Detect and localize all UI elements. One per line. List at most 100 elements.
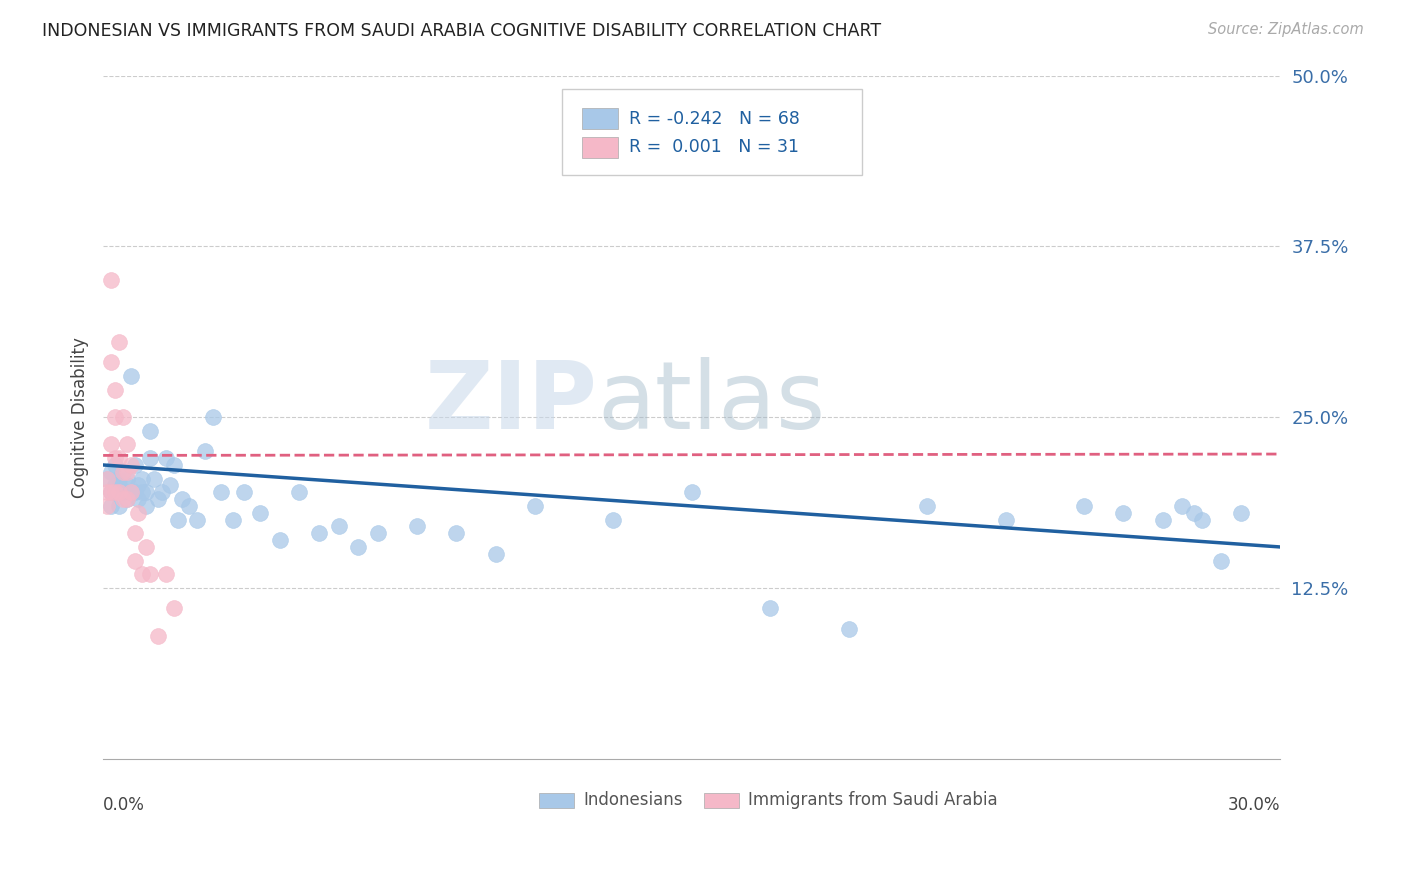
Point xyxy=(96,472,118,486)
Point xyxy=(108,472,131,486)
Point xyxy=(1171,499,1194,513)
Text: R =  0.001   N = 31: R = 0.001 N = 31 xyxy=(630,138,800,156)
Point xyxy=(1112,506,1135,520)
Point xyxy=(209,485,232,500)
Bar xyxy=(582,108,617,128)
Point xyxy=(104,485,127,500)
Point xyxy=(100,485,122,500)
Point xyxy=(1073,499,1095,513)
Bar xyxy=(582,137,617,158)
Point xyxy=(163,601,186,615)
Y-axis label: Cognitive Disability: Cognitive Disability xyxy=(72,336,89,498)
Point xyxy=(100,485,122,500)
Point xyxy=(100,465,122,479)
Point xyxy=(308,526,330,541)
Point xyxy=(100,437,122,451)
Point xyxy=(96,472,118,486)
Point xyxy=(221,513,243,527)
Point xyxy=(170,492,193,507)
Point xyxy=(523,499,546,513)
Point xyxy=(131,567,153,582)
Point xyxy=(139,567,162,582)
Point xyxy=(108,485,131,500)
Text: ZIP: ZIP xyxy=(425,358,598,450)
Point xyxy=(104,485,127,500)
Point xyxy=(104,410,127,425)
Point xyxy=(111,492,134,507)
Text: 30.0%: 30.0% xyxy=(1227,797,1281,814)
Point xyxy=(1191,513,1213,527)
Point xyxy=(406,519,429,533)
Point xyxy=(100,499,122,513)
Point xyxy=(115,492,138,507)
Point xyxy=(100,273,122,287)
Point xyxy=(602,513,624,527)
Point xyxy=(96,499,118,513)
Point xyxy=(115,492,138,507)
Point xyxy=(131,472,153,486)
Point xyxy=(367,526,389,541)
Text: Source: ZipAtlas.com: Source: ZipAtlas.com xyxy=(1208,22,1364,37)
Point xyxy=(111,465,134,479)
Point xyxy=(484,547,506,561)
Point xyxy=(135,499,157,513)
Point xyxy=(166,513,188,527)
Point xyxy=(127,492,149,507)
Point xyxy=(135,540,157,554)
Point xyxy=(347,540,370,554)
Point xyxy=(108,334,131,349)
Text: 0.0%: 0.0% xyxy=(103,797,145,814)
Point xyxy=(120,458,142,472)
Point xyxy=(288,485,311,500)
Point xyxy=(96,485,118,500)
Point xyxy=(127,506,149,520)
Point xyxy=(1182,506,1205,520)
Point xyxy=(201,410,224,425)
Point xyxy=(681,485,703,500)
Point xyxy=(159,478,181,492)
Point xyxy=(115,478,138,492)
Point xyxy=(838,622,860,636)
Point xyxy=(249,506,271,520)
Point xyxy=(104,458,127,472)
Point xyxy=(108,451,131,466)
Point xyxy=(150,485,173,500)
Point xyxy=(115,437,138,451)
Point xyxy=(111,465,134,479)
Point xyxy=(163,458,186,472)
Point xyxy=(127,478,149,492)
Point xyxy=(135,485,157,500)
Point xyxy=(120,485,142,500)
Point xyxy=(115,465,138,479)
Point xyxy=(108,478,131,492)
Text: atlas: atlas xyxy=(598,358,825,450)
Point xyxy=(108,499,131,513)
Text: Indonesians: Indonesians xyxy=(583,791,683,809)
Point xyxy=(179,499,201,513)
Text: R = -0.242   N = 68: R = -0.242 N = 68 xyxy=(630,110,800,128)
Text: INDONESIAN VS IMMIGRANTS FROM SAUDI ARABIA COGNITIVE DISABILITY CORRELATION CHAR: INDONESIAN VS IMMIGRANTS FROM SAUDI ARAB… xyxy=(42,22,882,40)
Point xyxy=(328,519,350,533)
Point xyxy=(446,526,468,541)
Bar xyxy=(703,793,738,808)
Point xyxy=(139,451,162,466)
Point xyxy=(759,601,782,615)
Point xyxy=(155,451,177,466)
Point xyxy=(104,451,127,466)
Point xyxy=(104,478,127,492)
Point xyxy=(146,629,169,643)
Point xyxy=(124,485,146,500)
Bar xyxy=(538,793,574,808)
Text: Immigrants from Saudi Arabia: Immigrants from Saudi Arabia xyxy=(748,791,998,809)
Point xyxy=(994,513,1017,527)
Point xyxy=(124,554,146,568)
Point xyxy=(1152,513,1174,527)
FancyBboxPatch shape xyxy=(562,89,862,175)
Point xyxy=(120,369,142,384)
Point xyxy=(146,492,169,507)
Point xyxy=(124,526,146,541)
Point xyxy=(155,567,177,582)
Point xyxy=(124,458,146,472)
Point xyxy=(1230,506,1253,520)
Point xyxy=(269,533,291,548)
